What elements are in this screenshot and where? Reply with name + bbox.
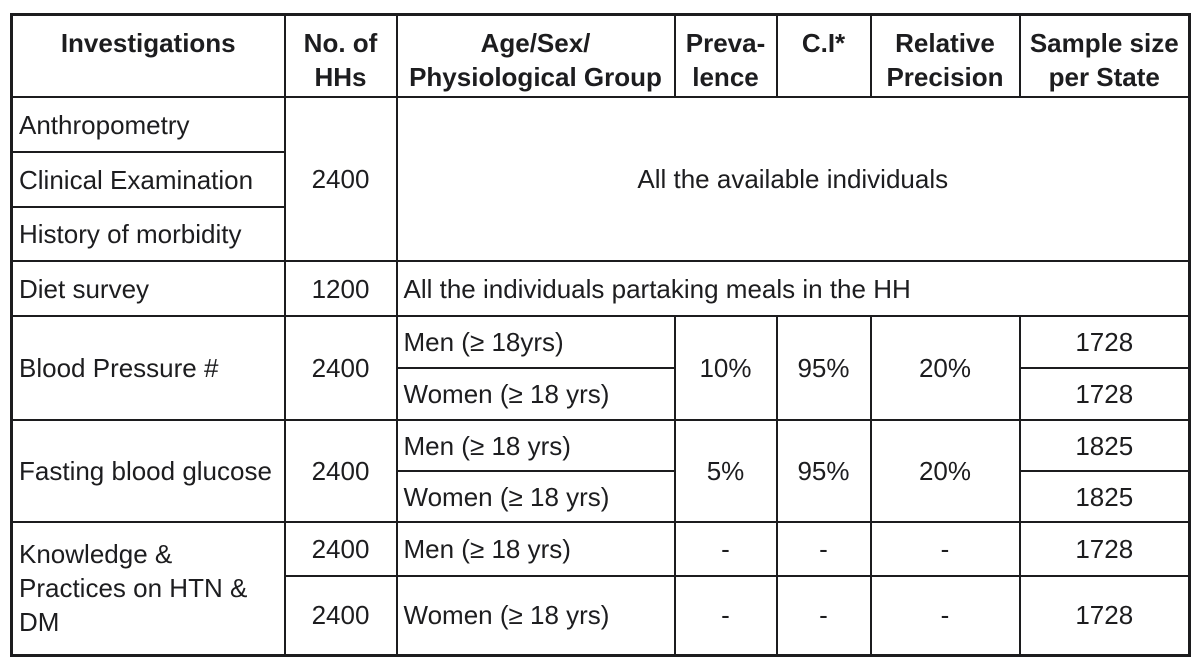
- cell-blood-pressure-men-sample-size: 1728: [1018, 315, 1191, 369]
- cell-knowledge-practices: Knowledge & Practices on HTN & DM: [10, 521, 286, 656]
- cell-blood-pressure-ci: 95%: [775, 315, 872, 421]
- table-row: Fasting blood glucose 2400 Men (≥ 18 yrs…: [10, 419, 1191, 523]
- cell-blood-pressure-women-sample-size: 1728: [1018, 367, 1191, 421]
- cell-knowledge-practices-women-hhs: 2400: [283, 575, 398, 656]
- table-row: 2400 Women (≥ 18 yrs) - - - 1728: [12, 575, 1191, 656]
- cell-fasting-blood-glucose-men-sample-size: 1825: [1018, 419, 1191, 472]
- cell-knowledge-practices-women-sample-size: 1728: [1018, 575, 1191, 656]
- cell-blood-pressure-hhs: 2400: [283, 315, 398, 421]
- cell-blood-pressure: Blood Pressure #: [10, 315, 286, 421]
- cell-knowledge-practices-men-hhs: 2400: [283, 521, 398, 577]
- header-relative-precision: Relative Precision: [869, 13, 1021, 98]
- sampling-plan-table: Investigations No. of HHs Age/Sex/ Physi…: [10, 13, 1191, 657]
- header-age-sex-group: Age/Sex/ Physiological Group: [395, 13, 676, 98]
- cell-anthropometry: Anthropometry: [10, 96, 286, 153]
- cell-knowledge-practices-men-ci: -: [775, 521, 872, 577]
- cell-blood-pressure-prevalence: 10%: [673, 315, 778, 421]
- cell-fasting-blood-glucose-hhs: 2400: [283, 419, 398, 523]
- cell-knowledge-practices-men-group: Men (≥ 18 yrs): [395, 521, 676, 577]
- cell-anthro-group-hhs: 2400: [283, 96, 398, 262]
- cell-fasting-blood-glucose-women-group: Women (≥ 18 yrs): [395, 470, 676, 523]
- table-row: History of morbidity: [10, 206, 1190, 262]
- table-row: Clinical Examination: [10, 151, 1190, 208]
- cell-blood-pressure-women-group: Women (≥ 18 yrs): [395, 367, 676, 421]
- header-ci: C.I*: [775, 13, 872, 98]
- header-no-of-hhs: No. of HHs: [283, 13, 398, 98]
- table-row: Blood Pressure # 2400 Men (≥ 18yrs) 10% …: [10, 315, 1191, 421]
- cell-history-of-morbidity: History of morbidity: [10, 206, 286, 262]
- cell-fasting-blood-glucose-men-group: Men (≥ 18 yrs): [395, 419, 676, 472]
- cell-fasting-blood-glucose-relative-precision: 20%: [869, 419, 1021, 523]
- cell-clinical-examination: Clinical Examination: [10, 151, 286, 208]
- cell-knowledge-practices-men-relative-precision: -: [869, 521, 1021, 577]
- table-row: Women (≥ 18 yrs) 1825: [12, 470, 1191, 523]
- cell-fasting-blood-glucose-ci: 95%: [775, 419, 872, 523]
- cell-knowledge-practices-women-relative-precision: -: [869, 575, 1021, 656]
- cell-fasting-blood-glucose-prevalence: 5%: [673, 419, 778, 523]
- cell-blood-pressure-relative-precision: 20%: [869, 315, 1021, 421]
- cell-fasting-blood-glucose: Fasting blood glucose: [10, 419, 286, 523]
- header-sample-size: Sample size per State: [1018, 13, 1191, 98]
- cell-knowledge-practices-women-prevalence: -: [673, 575, 778, 656]
- cell-diet-survey-hhs: 1200: [283, 260, 398, 317]
- cell-fasting-blood-glucose-women-sample-size: 1825: [1018, 470, 1191, 523]
- table-row: Anthropometry 2400 All the available ind…: [10, 96, 1191, 262]
- table-row: Diet survey 1200 All the individuals par…: [10, 260, 1191, 317]
- cell-diet-survey-population: All the individuals partaking meals in t…: [395, 260, 1191, 317]
- cell-blood-pressure-men-group: Men (≥ 18yrs): [395, 315, 676, 369]
- cell-diet-survey: Diet survey: [10, 260, 286, 317]
- header-investigations: Investigations: [10, 13, 286, 98]
- cell-knowledge-practices-women-ci: -: [775, 575, 872, 656]
- header-prevalence: Preva- lence: [673, 13, 778, 98]
- cell-knowledge-practices-women-group: Women (≥ 18 yrs): [395, 575, 676, 656]
- cell-knowledge-practices-men-prevalence: -: [673, 521, 778, 577]
- table-row: Knowledge & Practices on HTN & DM 2400 M…: [10, 521, 1191, 656]
- table-row: Women (≥ 18 yrs) 1728: [12, 367, 1191, 421]
- cell-anthro-group-population: All the available individuals: [395, 96, 1191, 262]
- cell-knowledge-practices-men-sample-size: 1728: [1018, 521, 1191, 577]
- header-row: Investigations No. of HHs Age/Sex/ Physi…: [10, 13, 1191, 98]
